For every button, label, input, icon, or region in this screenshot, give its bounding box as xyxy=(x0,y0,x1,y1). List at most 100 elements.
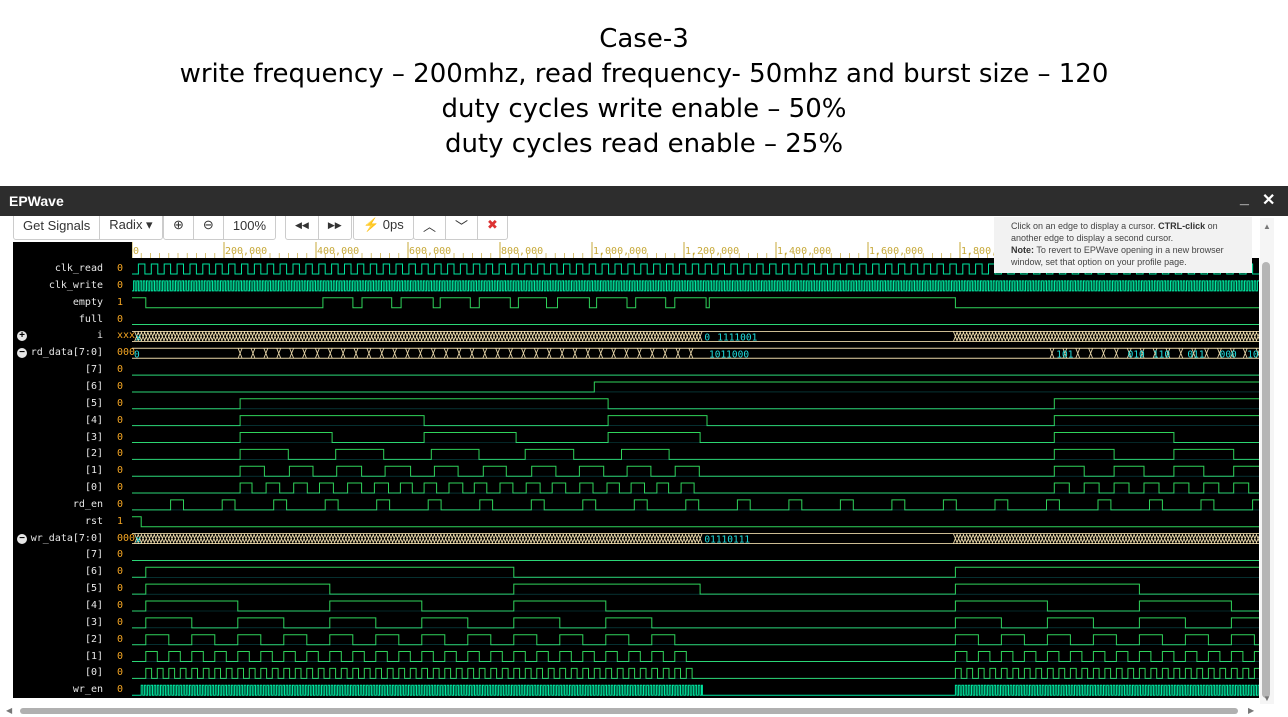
waveform-trace xyxy=(132,652,1259,662)
signal-name[interactable]: [0] xyxy=(13,481,105,495)
signal-name-label: [1] xyxy=(85,465,105,476)
signal-name-label: [1] xyxy=(85,651,105,662)
waveform-trace xyxy=(132,601,1259,611)
signal-name[interactable]: [4] xyxy=(13,414,105,428)
vertical-scrollbar[interactable]: ▲ ▼ xyxy=(1260,218,1274,704)
waveform-trace xyxy=(132,584,1259,594)
window-title: EPWave xyxy=(9,193,64,209)
signal-name-label: [4] xyxy=(85,600,105,611)
signal-name[interactable]: [7] xyxy=(13,363,105,377)
bus-value-label: x xyxy=(135,535,141,546)
signal-name[interactable]: [2] xyxy=(13,447,105,461)
zoom-level[interactable]: 100% xyxy=(223,216,275,239)
signal-name[interactable]: [1] xyxy=(13,464,105,478)
signal-name[interactable]: [6] xyxy=(13,380,105,394)
waveform-trace xyxy=(132,449,1259,459)
waveform-trace xyxy=(132,635,1259,645)
waveform-trace xyxy=(132,382,1259,392)
signal-name[interactable]: clk_write xyxy=(13,279,105,293)
signal-name-label: rd_data[7:0] xyxy=(31,347,105,358)
signal-name[interactable]: [2] xyxy=(13,633,105,647)
ruler-label: 0 xyxy=(133,246,139,257)
waveform-trace xyxy=(132,281,1259,291)
waveform-panel[interactable]: clk_read clk_write empty full i + rd_data[7:0]… xyxy=(13,242,1259,698)
signal-name[interactable]: empty xyxy=(13,296,105,310)
signal-value: 0 xyxy=(117,481,123,495)
signal-name-label: clk_read xyxy=(55,263,105,274)
window-titlebar[interactable]: EPWave _ ✕ xyxy=(0,186,1288,216)
signal-value: 0 xyxy=(117,380,123,394)
zoom-out-button[interactable]: ⊖ xyxy=(193,216,223,239)
collapse-icon[interactable]: − xyxy=(17,534,27,544)
signal-name[interactable]: [7] xyxy=(13,548,105,562)
signal-value: 0 xyxy=(117,447,123,461)
bus-value-label: 110 xyxy=(1153,349,1170,360)
signal-name-label: full xyxy=(79,314,105,325)
signal-name[interactable]: [5] xyxy=(13,397,105,411)
note-text-1: Click on an edge to display a cursor. xyxy=(1011,221,1158,231)
signal-name[interactable]: full xyxy=(13,313,105,327)
signal-value: 0 xyxy=(117,633,123,647)
nav-down-button[interactable]: ﹀ xyxy=(445,216,477,239)
vertical-scroll-thumb[interactable] xyxy=(1262,262,1270,698)
signal-name[interactable]: [0] xyxy=(13,666,105,680)
horizontal-scrollbar[interactable]: ◀ ▶ xyxy=(0,704,1262,717)
time-unit-button[interactable]: ⚡ 0ps xyxy=(354,216,413,239)
signal-value: 0 xyxy=(117,582,123,596)
waveform-trace xyxy=(132,567,1259,577)
scroll-left-arrow-icon[interactable]: ◀ xyxy=(6,706,12,715)
cursor-help-note: Click on an edge to display a cursor. CT… xyxy=(994,217,1252,273)
waveform-canvas[interactable]: 0 200,000 400,000 600,000 800,000 1,000,000 1,… xyxy=(132,242,1259,698)
signal-value: 0 xyxy=(117,397,123,411)
note-text-3: To revert to EPWave opening in a new bro… xyxy=(1011,245,1224,267)
minimize-button[interactable]: _ xyxy=(1240,190,1249,208)
signal-value: 1 xyxy=(117,296,123,310)
close-window-button[interactable]: ✕ xyxy=(1262,190,1275,210)
scroll-right-arrow-icon[interactable]: ▶ xyxy=(1248,706,1254,715)
bus-trace xyxy=(132,534,1259,544)
signal-name[interactable]: rd_en xyxy=(13,498,105,512)
bus-value-label: 1011000 xyxy=(709,349,749,360)
jump-start-button[interactable]: ◀◀ xyxy=(286,216,318,239)
signal-name[interactable]: [3] xyxy=(13,431,105,445)
signal-name-label: [0] xyxy=(85,482,105,493)
signal-name[interactable]: wr_en xyxy=(13,683,105,697)
signal-name-label: rd_en xyxy=(73,499,105,510)
remove-signal-button[interactable]: ✖ xyxy=(477,216,507,239)
bus-value-label: 100 xyxy=(1247,349,1259,360)
waveform-trace xyxy=(132,685,1259,695)
signal-name[interactable]: [5] xyxy=(13,582,105,596)
nav-up-button[interactable]: ︿ xyxy=(414,216,445,239)
get-signals-button[interactable]: Get Signals xyxy=(14,216,99,239)
fast-forward-icon: ▶▶ xyxy=(328,220,342,231)
signal-name[interactable]: [6] xyxy=(13,565,105,579)
signal-name[interactable]: rst xyxy=(13,515,105,529)
zoom-in-button[interactable]: ⊕ xyxy=(164,216,193,239)
bus-value-label: 01110111 xyxy=(704,535,750,546)
horizontal-scroll-thumb[interactable] xyxy=(20,708,1238,714)
bus-value-label: 000 xyxy=(1220,349,1237,360)
signal-name-label: [5] xyxy=(85,583,105,594)
bus-value-label: 0 xyxy=(704,332,710,343)
signal-name[interactable]: [3] xyxy=(13,616,105,630)
jump-end-button[interactable]: ▶▶ xyxy=(318,216,351,239)
chevron-up-icon: ︿ xyxy=(423,216,436,235)
bus-value-label: x xyxy=(135,332,141,343)
signal-name-label: clk_write xyxy=(49,280,105,291)
scroll-up-arrow-icon[interactable]: ▲ xyxy=(1263,222,1271,231)
signal-value: 0 xyxy=(117,565,123,579)
signal-value: 0 xyxy=(117,431,123,445)
note-ctrl-click: CTRL-click xyxy=(1158,221,1205,231)
signal-name-label: [3] xyxy=(85,432,105,443)
waveform-trace xyxy=(132,466,1259,476)
bus-trace xyxy=(132,331,1259,341)
signal-name[interactable]: clk_read xyxy=(13,262,105,276)
scroll-down-arrow-icon[interactable]: ▼ xyxy=(1263,694,1271,703)
signal-name-label: [6] xyxy=(85,381,105,392)
signal-name[interactable]: [1] xyxy=(13,650,105,664)
radix-dropdown[interactable]: Radix ▾ xyxy=(99,216,161,239)
signal-value: 0 xyxy=(117,683,123,697)
zoom-out-icon: ⊖ xyxy=(203,217,214,233)
signal-name[interactable]: [4] xyxy=(13,599,105,613)
bus-value-label: 1111001 xyxy=(717,332,757,343)
